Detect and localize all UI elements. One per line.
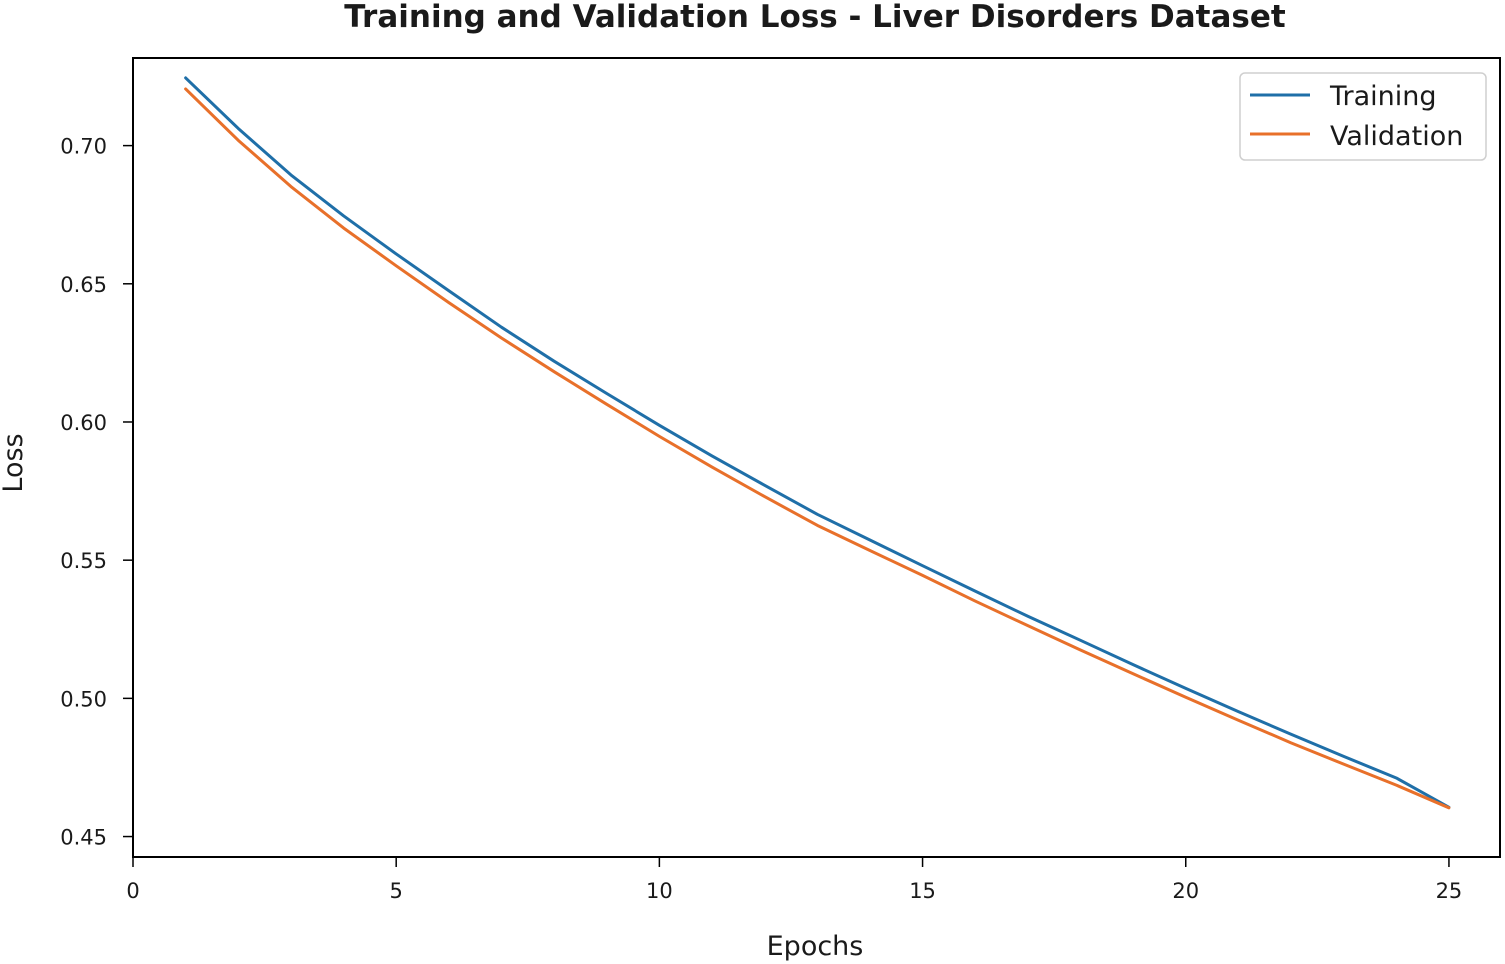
plot-frame (132, 57, 1501, 858)
x-axis-label: Epochs (767, 931, 864, 962)
x-axis-ticks: 0 5 10 15 20 25 (126, 857, 1462, 903)
y-axis-ticks: 0.45 0.50 0.55 0.60 0.65 0.70 (60, 135, 133, 850)
legend: Training Validation (1239, 72, 1487, 161)
chart-title: Training and Validation Loss - Liver Dis… (344, 0, 1286, 35)
y-tick-label: 0.45 (60, 826, 107, 850)
y-tick-label: 0.65 (60, 273, 107, 297)
x-tick-label: 15 (909, 879, 936, 903)
legend-label-training: Training (1329, 81, 1437, 112)
y-tick-label: 0.55 (60, 549, 107, 573)
x-tick-label: 5 (390, 879, 403, 903)
x-tick-label: 0 (126, 879, 139, 903)
y-tick-label: 0.70 (60, 135, 107, 159)
series-line-training (184, 76, 1451, 809)
x-tick-label: 10 (646, 879, 673, 903)
x-tick-label: 25 (1436, 879, 1463, 903)
series-line-validation (184, 87, 1451, 810)
x-tick-label: 20 (1172, 879, 1199, 903)
series-layer (184, 76, 1451, 810)
legend-label-validation: Validation (1330, 121, 1463, 152)
y-tick-label: 0.60 (60, 411, 107, 435)
y-axis-label: Loss (0, 433, 29, 492)
y-tick-label: 0.50 (60, 687, 107, 711)
